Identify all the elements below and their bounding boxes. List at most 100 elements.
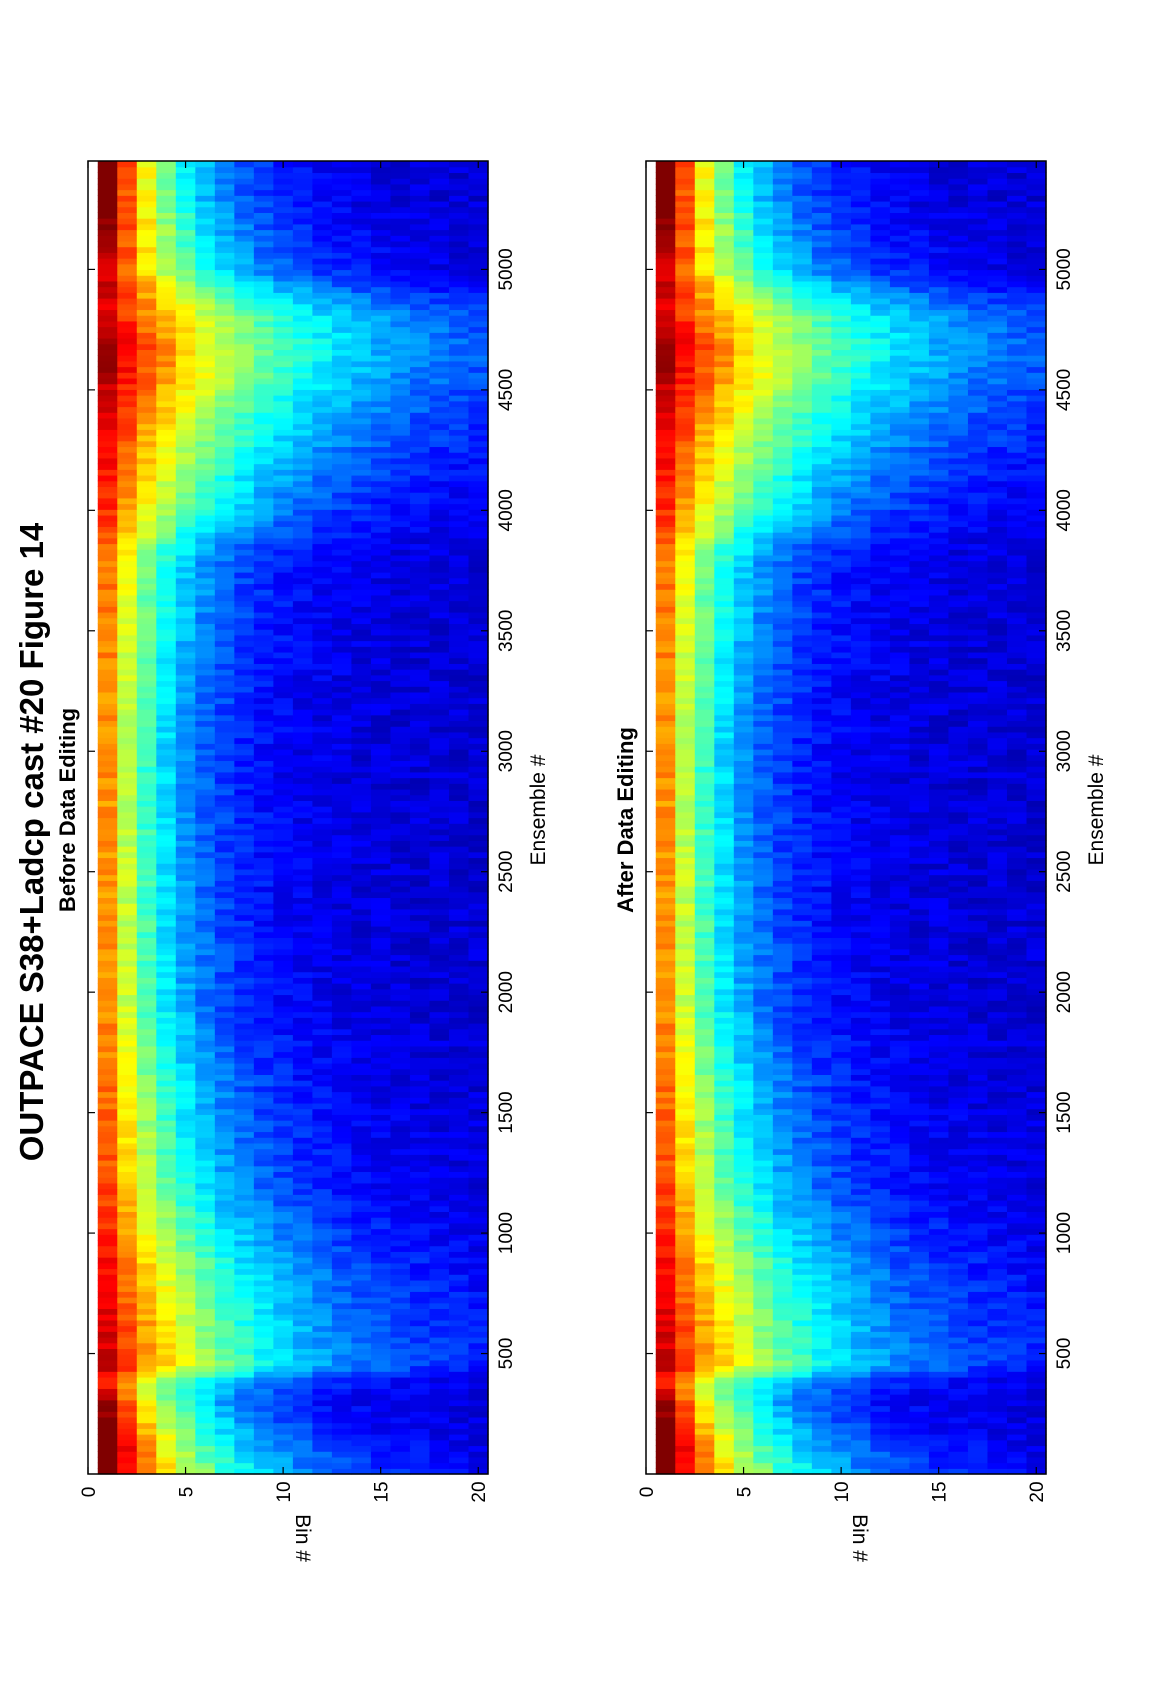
heatmap-cell [137, 543, 157, 549]
heatmap-cell [254, 1326, 274, 1332]
heatmap-cell [390, 327, 410, 333]
heatmap-cell [234, 469, 254, 475]
heatmap-cell [195, 920, 215, 926]
heatmap-cell [293, 994, 313, 1000]
heatmap-cell [234, 1057, 254, 1063]
heatmap-cell [468, 207, 488, 213]
heatmap-cell [98, 1428, 118, 1434]
heatmap-cell [137, 1308, 157, 1314]
heatmap-cell [312, 1149, 332, 1155]
heatmap-cell [254, 686, 274, 692]
heatmap-cell [449, 332, 469, 338]
heatmap-cell [410, 429, 430, 435]
heatmap-cell [351, 1320, 371, 1326]
heatmap-cell [390, 1417, 410, 1423]
heatmap-cell [449, 247, 469, 253]
heatmap-cell [293, 863, 313, 869]
heatmap-cell [410, 818, 430, 824]
heatmap-cell [468, 344, 488, 350]
heatmap-cell [429, 1406, 449, 1412]
heatmap-cell [909, 1388, 929, 1394]
heatmap-cell [429, 589, 449, 595]
heatmap-cell [351, 304, 371, 310]
heatmap-cell [714, 1400, 734, 1406]
heatmap-cell [117, 903, 137, 909]
heatmap-cell [215, 1149, 235, 1155]
heatmap-cell [137, 1314, 157, 1320]
heatmap-cell [449, 680, 469, 686]
heatmap-cell [332, 1457, 352, 1463]
heatmap-cell [156, 783, 176, 789]
heatmap-cell [234, 1286, 254, 1292]
heatmap-cell [410, 766, 430, 772]
heatmap-cell [215, 561, 235, 567]
heatmap-cell [332, 578, 352, 584]
heatmap-cell [390, 349, 410, 355]
heatmap-cell [371, 1097, 391, 1103]
heatmap-cell [273, 458, 293, 464]
heatmap-cell [254, 292, 274, 298]
heatmap-cell [449, 212, 469, 218]
heatmap-cell [273, 1246, 293, 1252]
heatmap-cell [371, 1223, 391, 1229]
heatmap-cell [156, 994, 176, 1000]
heatmap-cell [390, 355, 410, 361]
heatmap-cell [156, 669, 176, 675]
heatmap-cell [332, 458, 352, 464]
heatmap-cell [371, 441, 391, 447]
heatmap-cell [410, 663, 430, 669]
heatmap-cell [410, 755, 430, 761]
heatmap-cell [312, 880, 332, 886]
heatmap-cell [449, 915, 469, 921]
heatmap-cell [851, 1383, 871, 1389]
heatmap-cell [890, 1406, 910, 1412]
heatmap-cell [215, 1234, 235, 1240]
heatmap-cell [234, 1086, 254, 1092]
heatmap-cell [176, 675, 196, 681]
heatmap-cell [234, 1360, 254, 1366]
heatmap-cell [410, 281, 430, 287]
heatmap-cell [890, 1388, 910, 1394]
heatmap-cell [351, 1343, 371, 1349]
heatmap-cell [98, 475, 118, 481]
heatmap-cell [156, 167, 176, 173]
heatmap-cell [332, 915, 352, 921]
heatmap-cell [449, 526, 469, 532]
heatmap-cell [137, 903, 157, 909]
heatmap-cell [215, 800, 235, 806]
heatmap-cell [215, 412, 235, 418]
heatmap-cell [137, 1166, 157, 1172]
heatmap-cell [176, 977, 196, 983]
heatmap-cell [273, 561, 293, 567]
heatmap-cell [176, 806, 196, 812]
heatmap-cell [273, 983, 293, 989]
heatmap-cell [332, 749, 352, 755]
heatmap-cell [410, 1217, 430, 1223]
heatmap-cell [734, 1445, 754, 1451]
heatmap-cell [371, 498, 391, 504]
heatmap-cell [273, 230, 293, 236]
heatmap-cell [332, 1137, 352, 1143]
heatmap-cell [98, 1406, 118, 1412]
heatmap-cell [734, 1383, 754, 1389]
heatmap-cell [98, 1400, 118, 1406]
heatmap-cell [195, 1280, 215, 1286]
heatmap-cell [312, 543, 332, 549]
heatmap-cell [137, 680, 157, 686]
heatmap-cell [351, 361, 371, 367]
heatmap-cell [254, 1440, 274, 1446]
heatmap-cell [98, 1348, 118, 1354]
heatmap-cell [351, 1189, 371, 1195]
heatmap-cell [293, 977, 313, 983]
heatmap-cell [449, 344, 469, 350]
heatmap-cell [234, 823, 254, 829]
heatmap-cell [137, 1291, 157, 1297]
heatmap-cell [390, 1440, 410, 1446]
heatmap-cell [254, 875, 274, 881]
heatmap-cell [195, 441, 215, 447]
heatmap-cell [98, 458, 118, 464]
heatmap-cell [117, 452, 137, 458]
heatmap-cell [468, 481, 488, 487]
heatmap-cell [293, 698, 313, 704]
heatmap-cell [332, 178, 352, 184]
